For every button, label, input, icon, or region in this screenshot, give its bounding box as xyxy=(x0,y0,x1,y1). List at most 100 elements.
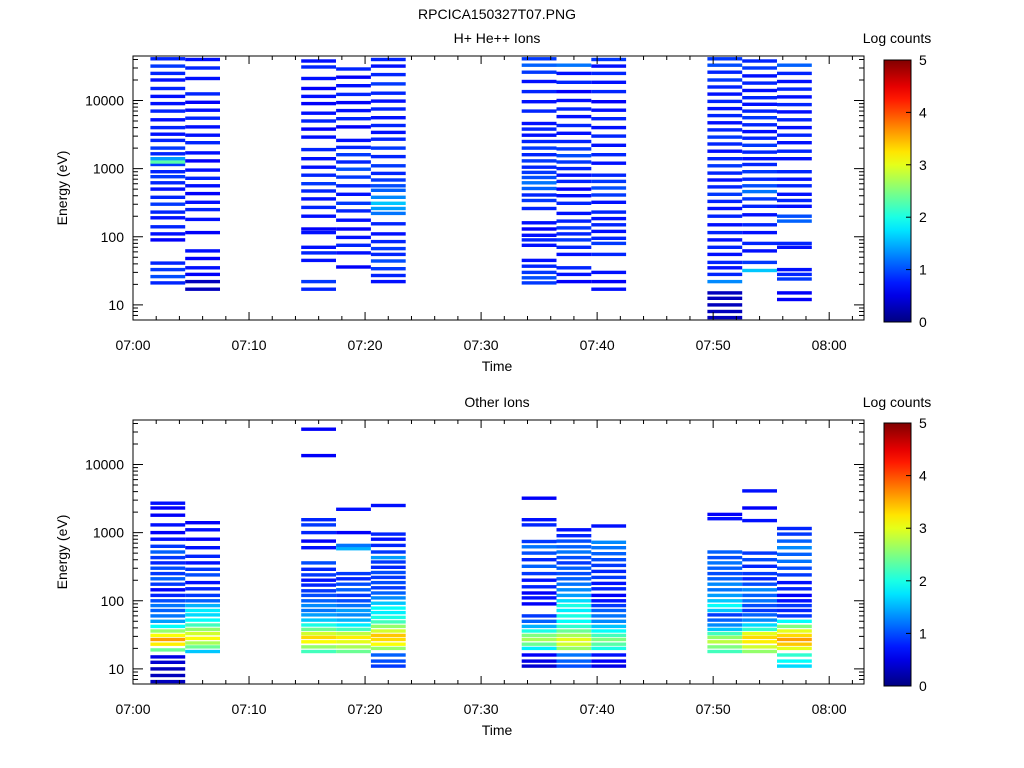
spectrogram-cell xyxy=(707,315,743,320)
spectrogram-cell xyxy=(521,153,557,157)
spectrogram-cell xyxy=(185,76,220,81)
spectrogram-cell xyxy=(591,552,627,556)
spectrogram-cell xyxy=(370,591,406,595)
spectrogram-cell xyxy=(742,184,777,188)
spectrogram-cell xyxy=(301,287,336,291)
spectrogram-cell xyxy=(336,153,371,157)
spectrogram-cell xyxy=(591,664,627,668)
spectrogram-cell xyxy=(777,532,812,536)
spectrogram-cell xyxy=(777,653,812,657)
colorbar-label: Log counts xyxy=(863,394,932,410)
spectrogram-cell xyxy=(336,184,371,188)
spectrogram-cell xyxy=(777,192,812,196)
spectrogram-cell xyxy=(370,550,406,554)
spectrogram-cell xyxy=(556,201,592,205)
spectrogram-cell xyxy=(150,608,186,613)
spectrogram-cell xyxy=(742,627,777,632)
spectrogram-cell xyxy=(150,679,186,684)
spectrogram-cell xyxy=(521,653,557,657)
spectrogram-cell xyxy=(777,619,812,623)
spectrogram-cell xyxy=(185,587,220,591)
spectrogram-cell xyxy=(150,94,186,99)
spectrogram-cell xyxy=(370,570,406,575)
spectrogram-cell xyxy=(556,173,592,177)
spectrogram-cell xyxy=(556,642,592,646)
spectrogram-cell xyxy=(521,79,557,84)
spectrogram-cell xyxy=(370,659,406,663)
spectrogram-cell xyxy=(370,601,406,605)
spectrogram-cell xyxy=(370,211,406,216)
spectrogram-cell xyxy=(150,202,186,206)
spectrogram-cell xyxy=(707,566,743,570)
spectrogram-cell xyxy=(707,185,743,189)
spectrogram-cell xyxy=(150,555,186,560)
spectrogram-cell xyxy=(591,575,627,580)
x-axis: 07:00 07:10 07:20 07:30 07:40 07:50 08:00 xyxy=(115,56,853,353)
spectrogram-cell xyxy=(556,80,592,84)
spectrogram-cell xyxy=(521,659,557,663)
spectrogram-cell xyxy=(591,624,627,629)
spectrogram-cell xyxy=(370,239,406,244)
spectrogram-cell xyxy=(521,221,557,225)
spectrogram-cell xyxy=(336,192,371,196)
spectrogram-cell xyxy=(742,241,777,246)
spectrogram-cell xyxy=(370,633,406,638)
spectrogram-cell xyxy=(556,131,592,135)
spectrogram-cell xyxy=(777,552,812,556)
spectrogram-cell xyxy=(150,593,186,598)
spectrogram-cell xyxy=(185,108,220,112)
colorbar-label: Log counts xyxy=(863,30,932,46)
spectrogram-cell xyxy=(521,89,557,94)
spectrogram-cell xyxy=(591,659,627,663)
spectrogram-cell xyxy=(370,99,406,103)
spectrogram-cell xyxy=(707,121,743,125)
spectrogram-cell xyxy=(591,134,627,138)
spectrogram-cell xyxy=(336,100,371,105)
spectrogram-cell xyxy=(521,270,557,275)
y-axis-label: Energy (eV) xyxy=(54,515,70,590)
spectrogram-cell xyxy=(521,551,557,555)
spectrogram-cell xyxy=(556,582,592,586)
colorbar-scale xyxy=(883,422,912,687)
spectrogram-cell xyxy=(370,178,406,182)
spectrogram-cell xyxy=(185,176,220,180)
spectrogram-cell xyxy=(556,123,592,128)
spectrogram-cell xyxy=(336,635,371,640)
spectrogram-cell xyxy=(591,614,627,618)
spectrogram-cell xyxy=(336,547,371,551)
spectrogram-cell xyxy=(777,133,812,137)
spectrogram-cell xyxy=(556,619,592,623)
spectrogram-cell xyxy=(301,546,336,550)
spectrogram-cell xyxy=(521,637,557,642)
spectrogram-cell xyxy=(777,659,812,663)
spectrogram-cell xyxy=(742,157,777,161)
spectrogram-cell xyxy=(370,620,406,624)
spectrogram-cell xyxy=(777,198,812,203)
spectrogram-cell xyxy=(707,128,743,132)
spectrogram-cell xyxy=(521,629,557,633)
spectrogram-cell xyxy=(707,245,743,249)
spectrogram-cell xyxy=(777,79,812,84)
spectrogram-cell xyxy=(707,561,743,565)
spectrogram-cell xyxy=(370,137,406,141)
spectrogram-cell xyxy=(707,272,743,277)
spectrogram-cell xyxy=(336,599,371,603)
spectrogram-cell xyxy=(742,640,777,644)
spectrogram-cell xyxy=(591,563,627,568)
spectrogram-cell xyxy=(556,166,592,171)
spectrogram-cell xyxy=(556,593,592,598)
spectrogram-cell xyxy=(370,586,406,590)
spectrogram-cell xyxy=(150,629,186,633)
spectrogram-cell xyxy=(742,123,777,127)
colorbar-tick-label: 5 xyxy=(919,52,927,68)
spectrogram-cell xyxy=(185,207,220,212)
spectrogram-cell xyxy=(556,653,592,657)
spectrogram-cell xyxy=(370,130,406,135)
spectrogram-cell xyxy=(185,613,220,617)
spectrogram-cell xyxy=(336,167,371,171)
spectrogram-cell xyxy=(777,566,812,570)
spectrogram-cell xyxy=(521,578,557,582)
spectrogram-cell xyxy=(370,565,406,569)
spectrogram-cell xyxy=(591,223,627,227)
spectrogram-cell xyxy=(336,138,371,143)
